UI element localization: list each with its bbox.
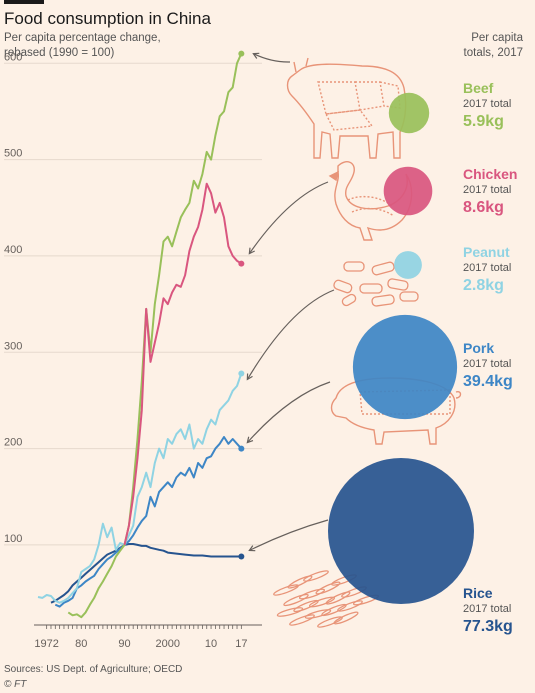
x-tick-label: 17 bbox=[235, 638, 247, 650]
end-point-peanut bbox=[238, 370, 245, 377]
total-caption: 2017 total bbox=[463, 98, 512, 110]
y-tick-label: 200 bbox=[4, 437, 22, 449]
label-peanut: Peanut 2017 total 2.8kg bbox=[463, 244, 533, 295]
end-point-pork bbox=[238, 445, 245, 452]
label-pork: Pork 2017 total 39.4kg bbox=[463, 340, 533, 391]
y-tick-label: 500 bbox=[4, 148, 22, 160]
rice-grain bbox=[283, 593, 309, 607]
y-tick-label: 400 bbox=[4, 244, 22, 256]
gridlines bbox=[4, 62, 262, 546]
axes: 100 200 300 400 500 600 1972 80 90 2000 10 17 bbox=[4, 51, 262, 650]
peanuts-illustration bbox=[333, 261, 419, 307]
rice-grain bbox=[317, 616, 343, 628]
arrow-rice bbox=[249, 519, 329, 552]
bubble-pork bbox=[352, 314, 458, 420]
total-name: Peanut bbox=[463, 244, 510, 260]
bubble-peanut bbox=[394, 251, 422, 279]
rice-grain bbox=[315, 581, 341, 595]
end-point-beef bbox=[238, 50, 245, 57]
bubble-rice bbox=[328, 458, 474, 604]
y-tick-label: 600 bbox=[4, 51, 22, 63]
arrow-beef bbox=[253, 53, 291, 63]
series-line-rice bbox=[50, 543, 242, 604]
arrowhead-peanut bbox=[246, 373, 253, 381]
total-name: Pork bbox=[463, 340, 495, 356]
total-name: Beef bbox=[463, 80, 494, 96]
end-point-rice bbox=[238, 553, 245, 560]
callout-arrows bbox=[246, 52, 335, 552]
total-value: 8.6kg bbox=[463, 199, 504, 216]
total-caption: 2017 total bbox=[463, 184, 512, 196]
rice-grain bbox=[298, 588, 326, 600]
total-caption: 2017 total bbox=[463, 262, 512, 274]
rice-grain bbox=[308, 596, 336, 608]
chart-title: Food consumption in China bbox=[4, 9, 211, 28]
cow-illustration bbox=[286, 57, 407, 159]
series-line-chicken bbox=[123, 182, 242, 546]
x-tick-label: 90 bbox=[118, 638, 130, 650]
y-tick-label: 100 bbox=[4, 533, 22, 545]
total-name: Chicken bbox=[463, 166, 518, 182]
rice-grain bbox=[325, 591, 351, 605]
series-lines bbox=[37, 50, 245, 619]
rice-grain bbox=[303, 570, 329, 582]
bubble-chicken bbox=[383, 166, 433, 216]
arrowhead-chicken bbox=[248, 247, 255, 255]
arrow-pork bbox=[246, 381, 331, 443]
totals-header: Per capita totals, 2017 bbox=[463, 32, 523, 59]
series-line-beef bbox=[67, 53, 243, 619]
rice-grain bbox=[337, 600, 363, 612]
x-tick-label: 80 bbox=[75, 638, 87, 650]
arrowhead-beef bbox=[252, 52, 260, 59]
label-chicken: Chicken 2017 total 8.6kg bbox=[463, 166, 533, 217]
arrow-peanut bbox=[246, 289, 335, 380]
rice-grain bbox=[276, 607, 304, 617]
chart-subtitle: Per capita percentage change, rebased (1… bbox=[4, 32, 161, 59]
series-line-peanut bbox=[37, 373, 243, 604]
total-name: Rice bbox=[463, 585, 493, 601]
total-value: 5.9kg bbox=[463, 113, 504, 130]
end-point-chicken bbox=[238, 260, 245, 267]
total-caption: 2017 total bbox=[463, 603, 512, 615]
series-line-pork bbox=[54, 436, 243, 608]
rice-illustration bbox=[273, 570, 380, 628]
rice-grain bbox=[333, 611, 359, 625]
label-beef: Beef 2017 total 5.9kg bbox=[463, 80, 533, 131]
rice-grain bbox=[273, 584, 299, 596]
rice-grain bbox=[304, 609, 332, 619]
total-caption: 2017 total bbox=[463, 358, 512, 370]
totals-bubbles bbox=[328, 92, 474, 604]
bubble-beef bbox=[388, 92, 430, 134]
label-rice: Rice 2017 total 77.3kg bbox=[463, 585, 533, 636]
arrowhead-pork bbox=[246, 436, 254, 444]
x-tick-label: 1972 bbox=[34, 638, 58, 650]
total-value: 77.3kg bbox=[463, 618, 513, 635]
arrow-chicken bbox=[248, 181, 329, 254]
total-value: 2.8kg bbox=[463, 277, 504, 294]
rice-grain bbox=[289, 614, 315, 626]
x-tick-label: 2000 bbox=[156, 638, 180, 650]
ft-credit: © FT bbox=[4, 679, 27, 690]
x-tick-label: 10 bbox=[205, 638, 217, 650]
total-value: 39.4kg bbox=[463, 373, 513, 390]
source-note: Sources: US Dept. of Agriculture; OECD bbox=[4, 664, 183, 675]
brand-bar bbox=[4, 0, 44, 4]
rice-grain bbox=[287, 575, 313, 589]
y-tick-label: 300 bbox=[4, 340, 22, 352]
arrowhead-rice bbox=[248, 545, 256, 552]
